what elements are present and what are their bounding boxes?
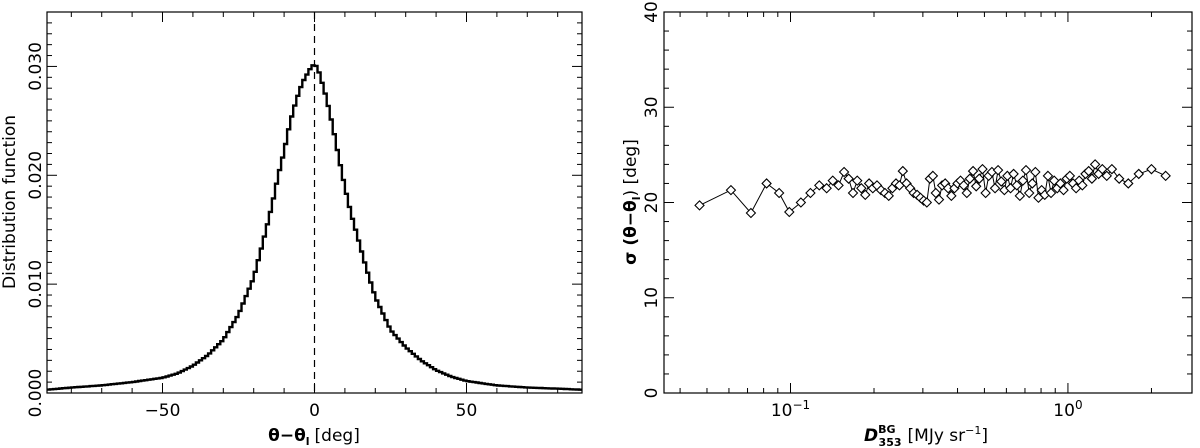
right-data-point	[859, 189, 871, 201]
left-xlabel-sub: l	[306, 435, 310, 448]
right-data-point	[980, 187, 991, 199]
right-data-point	[847, 187, 859, 199]
left-xtick-label: −50	[145, 401, 181, 421]
right-data-point	[745, 207, 757, 219]
right-data-point	[821, 182, 832, 194]
right-data-point	[1042, 170, 1054, 182]
right-data-point	[856, 182, 867, 194]
right-data-point	[897, 165, 909, 177]
right-data-point	[992, 164, 1004, 176]
left-xlabel: θ−θl [deg]	[268, 426, 360, 448]
right-data-point	[927, 170, 939, 182]
right-data-point	[1008, 168, 1019, 180]
right-data-point	[805, 187, 816, 199]
right-data-point	[961, 187, 973, 199]
right-xlabel-sub: 353	[879, 436, 902, 448]
right-data-point	[725, 184, 737, 196]
left-xtick-label: 50	[456, 401, 478, 421]
left-plot-frame	[46, 11, 583, 394]
right-data-point	[1058, 184, 1069, 196]
right-data-point	[921, 197, 933, 208]
right-data-point	[1023, 187, 1035, 199]
left-ytick-label: 0.020	[26, 151, 46, 200]
right-ylabel-symbol: σ (θ−θ	[621, 200, 641, 265]
right-xtick-label: 100	[1053, 398, 1082, 421]
right-data-point	[843, 173, 854, 184]
right-data-point	[1097, 163, 1108, 175]
right-data-point	[1106, 163, 1118, 175]
left-chart: −50 0 50 0.000 0.010 0.020 0.030 Distribution …	[0, 11, 583, 448]
right-data-point	[946, 190, 957, 202]
left-xlabel-symbol: θ−θ	[268, 426, 306, 446]
right-data-point	[761, 178, 772, 189]
right-data-point	[1133, 168, 1145, 180]
right-data-point	[1083, 165, 1094, 177]
right-data-point	[1146, 163, 1157, 175]
left-xtick-label: 0	[309, 401, 320, 421]
right-data-point	[773, 187, 785, 199]
right-data-point	[1160, 170, 1171, 182]
right-ylabel-end: ) [deg]	[621, 139, 641, 196]
right-data-point	[1113, 173, 1125, 184]
right-data-point	[958, 180, 969, 191]
right-ytick-label: 0	[642, 388, 662, 399]
right-xtick-label: 10−1	[771, 398, 810, 421]
right-data-point	[964, 173, 976, 184]
right-data-point	[694, 200, 705, 211]
right-data-point	[970, 181, 982, 192]
right-data-point	[883, 190, 895, 202]
right-ylabel: σ (θ−θl) [deg]	[621, 139, 643, 265]
right-data-point	[1048, 175, 1060, 186]
right-data-point	[1089, 159, 1101, 170]
right-data-point	[1045, 187, 1057, 199]
right-data-point	[967, 165, 979, 177]
right-xlabel-unit: [MJy sr	[908, 426, 966, 446]
right-data-point	[973, 173, 985, 184]
right-data-point	[1077, 180, 1088, 191]
right-data-point	[1017, 175, 1029, 186]
left-xlabel-unit: [deg]	[315, 426, 360, 446]
right-data-point	[1123, 178, 1134, 189]
right-data-point	[833, 180, 844, 191]
right-data-point	[1027, 178, 1038, 189]
right-xlabel-unit-sup: −1	[965, 424, 981, 437]
right-data-point	[827, 175, 839, 186]
right-data-point	[930, 187, 942, 199]
right-ytick-label: 10	[642, 287, 662, 309]
right-data-point	[989, 182, 1001, 194]
right-ylabel-sub: l	[630, 197, 643, 201]
right-data-point	[1014, 190, 1026, 202]
right-data-point	[1055, 178, 1066, 189]
right-ytick-label: 40	[642, 1, 662, 23]
right-data-point	[1030, 166, 1041, 178]
right-data-point	[1020, 164, 1032, 176]
right-data-point	[784, 206, 795, 218]
right-data-point	[1064, 170, 1076, 182]
right-data-point	[995, 176, 1007, 187]
right-data-point	[933, 194, 945, 205]
right-ytick-label: 30	[642, 96, 662, 118]
left-ytick-label: 0.010	[26, 260, 46, 309]
right-data-point	[838, 166, 850, 178]
left-histogram-line	[47, 64, 582, 391]
left-ylabel: Distribution function	[0, 115, 20, 289]
right-ytick-label: 20	[642, 192, 662, 214]
right-data-point	[795, 197, 807, 208]
right-data-point	[1101, 170, 1113, 182]
right-data-point	[814, 180, 825, 191]
right-data-point	[1011, 180, 1023, 191]
left-ytick-label: 0.030	[26, 42, 46, 91]
right-data-point	[851, 175, 863, 186]
right-xlabel-symbol: D	[864, 426, 878, 446]
right-xlabel: DBG 353 [MJy sr−1]	[864, 423, 988, 448]
left-ytick-label: 0.000	[26, 369, 46, 418]
right-data-point	[977, 163, 988, 175]
right-xlabel-unit-end: ]	[981, 426, 988, 446]
right-chart: 0 10 20 30 40 10−1 100 σ (θ−θl) [deg] DBG 353 [M…	[621, 1, 1193, 448]
right-xlabel-sup: BG	[878, 423, 895, 436]
right-data-point	[1086, 173, 1098, 184]
